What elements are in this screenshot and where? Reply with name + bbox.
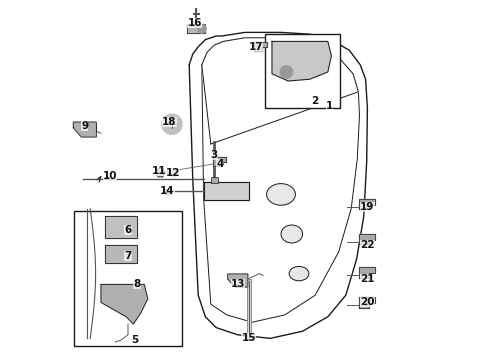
Polygon shape xyxy=(359,199,374,210)
Polygon shape xyxy=(202,38,358,144)
Circle shape xyxy=(170,168,178,177)
Circle shape xyxy=(197,24,206,33)
Text: 3: 3 xyxy=(211,150,218,160)
Polygon shape xyxy=(213,157,225,166)
Text: 19: 19 xyxy=(360,202,374,212)
Polygon shape xyxy=(228,274,248,287)
Bar xyxy=(165,189,171,194)
Polygon shape xyxy=(187,24,205,33)
Polygon shape xyxy=(272,41,331,81)
Polygon shape xyxy=(359,297,374,308)
Polygon shape xyxy=(359,234,374,244)
Circle shape xyxy=(280,66,293,78)
Bar xyxy=(74,211,182,346)
Text: 18: 18 xyxy=(162,117,177,127)
Polygon shape xyxy=(156,169,165,177)
Ellipse shape xyxy=(281,225,303,243)
Polygon shape xyxy=(101,284,148,324)
Text: 16: 16 xyxy=(187,18,202,28)
Text: 6: 6 xyxy=(124,225,132,235)
Polygon shape xyxy=(204,182,248,200)
Polygon shape xyxy=(104,245,137,263)
Text: 20: 20 xyxy=(360,297,375,307)
Ellipse shape xyxy=(289,266,309,281)
Text: 14: 14 xyxy=(160,186,175,196)
Polygon shape xyxy=(74,122,97,137)
Text: 10: 10 xyxy=(103,171,117,181)
Bar xyxy=(211,177,218,183)
Bar xyxy=(265,34,341,108)
Text: 2: 2 xyxy=(312,96,319,106)
Text: 11: 11 xyxy=(151,166,166,176)
Polygon shape xyxy=(359,267,374,278)
Ellipse shape xyxy=(267,184,295,205)
Text: 4: 4 xyxy=(216,159,223,169)
Text: 17: 17 xyxy=(248,42,263,52)
Text: 9: 9 xyxy=(81,121,88,131)
Text: 15: 15 xyxy=(242,333,256,343)
Polygon shape xyxy=(104,216,137,238)
Text: 8: 8 xyxy=(133,279,141,289)
Text: 21: 21 xyxy=(360,274,375,284)
Text: 22: 22 xyxy=(360,240,375,250)
Text: 7: 7 xyxy=(124,251,132,261)
Text: 13: 13 xyxy=(231,279,245,289)
Circle shape xyxy=(162,114,182,134)
Text: 5: 5 xyxy=(132,335,139,345)
Text: 12: 12 xyxy=(166,168,180,178)
Polygon shape xyxy=(254,42,267,50)
Text: 1: 1 xyxy=(326,101,333,111)
